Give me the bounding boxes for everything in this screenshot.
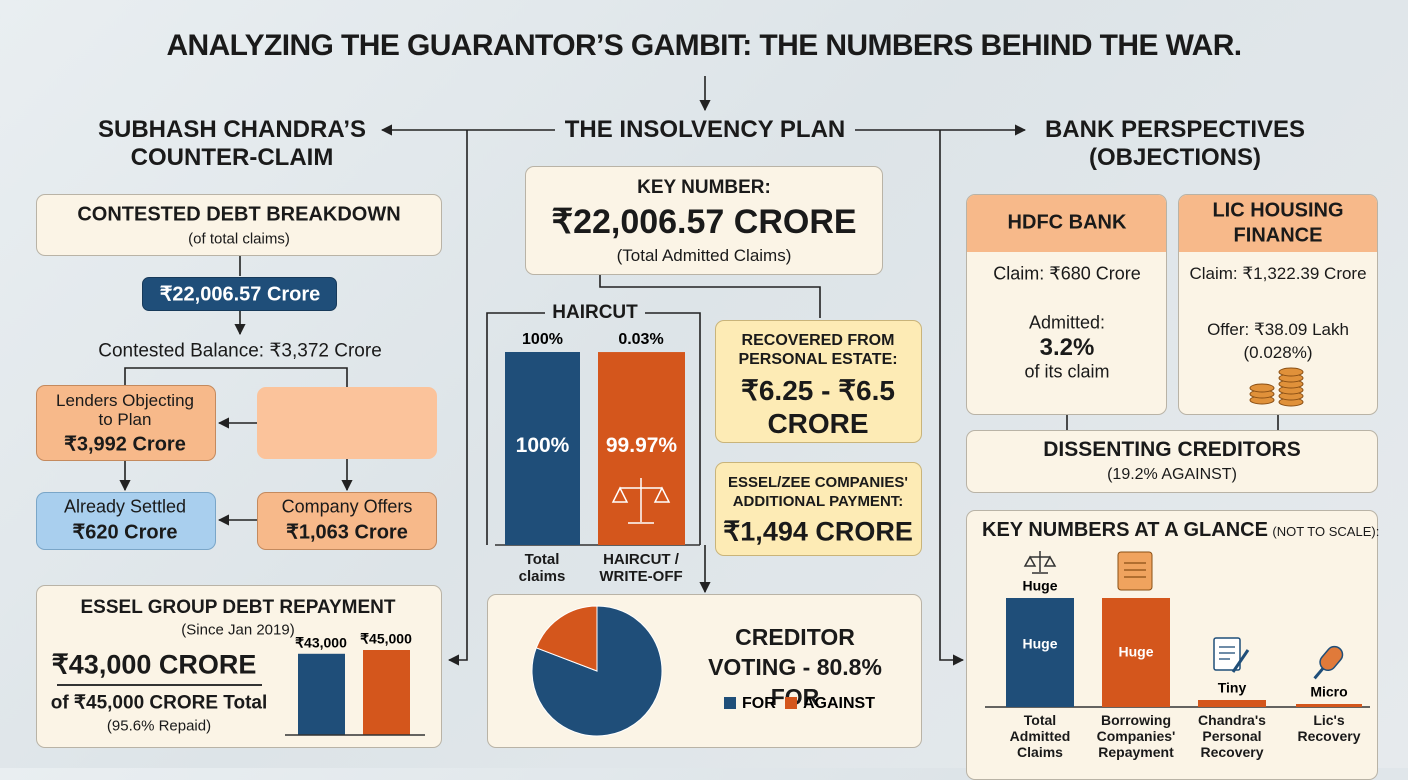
bank-claim: Claim: ₹1,322.39 Crore <box>1189 264 1367 283</box>
dissenting-title: DISSENTING CREDITORS <box>1043 438 1301 461</box>
section-heading: COUNTER-CLAIM <box>130 144 334 171</box>
bank-name: FINANCE <box>1233 224 1323 247</box>
payment-label: ESSEL/ZEE COMPANIES' ADDITIONAL PAYMENT: <box>728 474 908 510</box>
key-note: (Total Admitted Claims) <box>616 246 792 265</box>
repaid-note: (95.6% Repaid) <box>106 717 212 735</box>
glance-heading: KEY NUMBERS AT A GLANCE (NOT TO SCALE): <box>982 519 1379 542</box>
payment-value: ₹1,494 CRORE <box>723 516 913 547</box>
glance-category: Chandra's Personal Recovery <box>1198 712 1266 760</box>
section-heading: BANK PERSPECTIVES <box>1044 116 1306 143</box>
glance-category: Borrowing Companies' Repayment <box>1096 712 1176 760</box>
contested-balance: Contested Balance: ₹3,372 Crore <box>98 340 382 362</box>
repaid-amount: ₹43,000 CRORE <box>51 649 257 680</box>
glance-title: KEY NUMBERS AT A GLANCE <box>982 519 1268 541</box>
box-amount: ₹3,992 Crore <box>64 433 186 456</box>
bank-note: of its claim <box>1024 361 1110 382</box>
x-tick-label: HAIRCUT / WRITE-OFF <box>599 551 683 585</box>
lenders-box <box>36 385 216 461</box>
recovery-note: (RECOVERY) <box>597 350 685 366</box>
divider <box>57 684 262 686</box>
glance-category: Lic's Recovery <box>1297 712 1361 744</box>
bank-name: LIC HOUSING <box>1212 199 1344 222</box>
contested-debt-box <box>36 194 442 256</box>
voting-title: CREDITOR VOTING - 80.8% FOR <box>708 624 882 710</box>
bank-claim: Claim: ₹680 Crore <box>993 263 1141 284</box>
box-label: Company Offers <box>281 496 413 517</box>
bank-offer: Offer: ₹38.09 Lakh <box>1207 320 1349 339</box>
bank-admitted: Admitted: <box>1028 312 1106 333</box>
recovered-box <box>715 320 922 443</box>
key-value: ₹22,006.57 CRORE <box>551 203 857 241</box>
section-heading: (OBJECTIONS) <box>1088 144 1262 171</box>
dissenting-note: (19.2% AGAINST) <box>1107 466 1237 483</box>
box-title: ESSEL GROUP DEBT REPAYMENT <box>80 597 396 618</box>
haircut-title: HAIRCUT <box>552 302 638 323</box>
box-label: Lenders Objecting <box>56 391 194 410</box>
settled-box <box>36 492 216 550</box>
box-subtitle: (Since Jan 2019) <box>181 621 295 639</box>
box-subtitle: (of total claims) <box>188 230 290 248</box>
box-amount: ₹1,063 Crore <box>286 521 408 544</box>
recovered-value: ₹6.25 - ₹6.5 CRORE <box>741 375 895 439</box>
box-label: to Plan <box>98 410 152 429</box>
lic-header <box>1179 195 1377 252</box>
blank-box <box>257 387 437 459</box>
hdfc-header <box>967 195 1166 252</box>
payment-box <box>715 462 922 556</box>
x-tick-label: Total claims <box>518 551 566 585</box>
total-amount: ₹22,006.57 Crore <box>159 283 321 306</box>
repaid-total: of ₹45,000 CRORE Total <box>50 692 268 714</box>
box-amount: ₹620 Crore <box>72 521 178 544</box>
glance-category: Total Admitted Claims <box>1009 712 1071 760</box>
bank-percent: (0.028%) <box>1243 343 1313 362</box>
box-title: CONTESTED DEBT BREAKDOWN <box>77 203 401 226</box>
bank-percent: 3.2% <box>1039 334 1095 361</box>
total-pill <box>142 277 337 311</box>
key-number-box <box>525 166 883 275</box>
bank-name: HDFC BANK <box>1007 211 1127 234</box>
recovered-label: RECOVERED FROM PERSONAL ESTATE: <box>738 332 898 368</box>
section-heading: SUBHASH CHANDRA’S <box>97 116 367 143</box>
section-heading: THE INSOLVENCY PLAN <box>564 116 846 143</box>
glance-note: (NOT TO SCALE): <box>1272 524 1380 539</box>
offers-box <box>257 492 437 550</box>
dissenting-box <box>966 430 1378 493</box>
page-title: ANALYZING THE GUARANTOR’S GAMBIT: THE NU… <box>166 29 1242 62</box>
box-label: Already Settled <box>63 496 187 517</box>
key-label: KEY NUMBER: <box>637 177 771 198</box>
